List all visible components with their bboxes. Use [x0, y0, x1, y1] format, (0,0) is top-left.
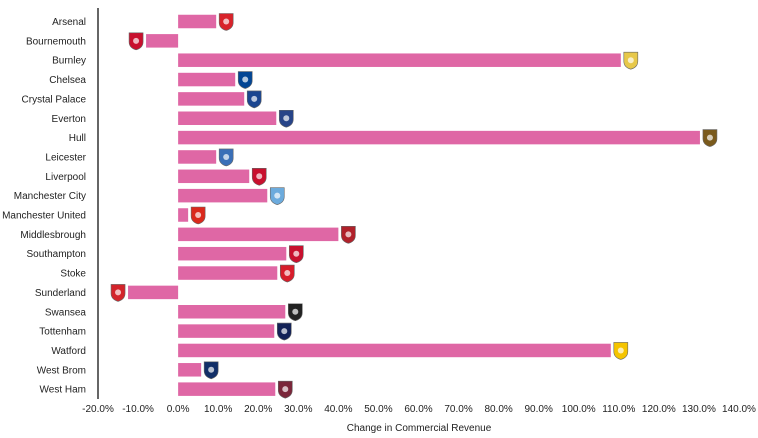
bournemouth-crest-icon	[128, 32, 144, 51]
category-label: Chelsea	[49, 75, 86, 86]
bar	[178, 324, 275, 338]
liverpool-crest-icon	[251, 168, 267, 186]
bar	[178, 72, 236, 87]
bar	[178, 363, 202, 377]
x-tick-label: -10.0%	[122, 404, 154, 415]
category-label: Sunderland	[35, 288, 86, 299]
category-label: Middlesbrough	[20, 230, 86, 241]
bar	[178, 382, 276, 396]
bar	[128, 285, 179, 300]
bar	[178, 208, 189, 222]
category-label: Leicester	[45, 152, 86, 163]
x-tick-label: 80.0%	[484, 404, 512, 415]
category-label: Everton	[52, 114, 86, 125]
x-tick-label: 90.0%	[525, 404, 553, 415]
arsenal-crest-icon	[218, 13, 234, 31]
bar	[178, 305, 286, 319]
x-tick-label: 70.0%	[444, 404, 472, 415]
category-label: West Ham	[40, 385, 87, 396]
category-label: Tottenham	[39, 327, 86, 338]
bar	[178, 227, 339, 242]
category-label: Arsenal	[52, 17, 86, 28]
sunderland-crest-icon	[110, 284, 126, 302]
leicester-crest-icon	[218, 148, 234, 167]
burnley-crest-icon	[623, 51, 639, 70]
bar	[178, 92, 245, 106]
bar	[178, 111, 277, 125]
category-label: Manchester City	[14, 191, 86, 202]
bar	[178, 53, 621, 67]
x-tick-label: 20.0%	[244, 404, 272, 415]
x-tick-label: 60.0%	[404, 404, 432, 415]
swansea-crest-icon	[287, 303, 303, 322]
category-label: Manchester United	[2, 211, 86, 222]
x-tick-label: 50.0%	[364, 404, 392, 415]
bar	[178, 14, 217, 29]
bar	[178, 130, 700, 145]
stoke-crest-icon	[279, 264, 295, 283]
x-tick-label: 110.0%	[602, 404, 635, 415]
x-tick-label: 0.0%	[167, 404, 190, 415]
west-brom-crest-icon	[203, 361, 219, 380]
category-label: Crystal Palace	[22, 94, 87, 105]
x-tick-label: -20.0%	[82, 404, 114, 415]
x-tick-label: 130.0%	[682, 404, 716, 415]
category-label: Hull	[69, 133, 86, 144]
category-label: Watford	[51, 346, 86, 357]
manchester-united-crest-icon	[190, 206, 206, 225]
category-label: Burnley	[52, 56, 86, 67]
x-tick-label: 140.0%	[722, 404, 756, 415]
x-tick-label: 40.0%	[324, 404, 352, 415]
crystal-palace-crest-icon	[246, 90, 262, 109]
category-label: Stoke	[60, 269, 86, 280]
x-tick-label: 30.0%	[284, 404, 312, 415]
everton-crest-icon	[278, 109, 294, 128]
category-label: Liverpool	[45, 172, 86, 183]
x-tick-label: 100.0%	[562, 404, 596, 415]
manchester-city-crest-icon	[269, 187, 285, 205]
category-label: Bournemouth	[26, 36, 86, 47]
tottenham-crest-icon	[276, 322, 292, 341]
bar	[178, 150, 217, 164]
chelsea-crest-icon	[237, 71, 253, 89]
west-ham-crest-icon	[277, 380, 293, 399]
middlesbrough-crest-icon	[341, 226, 356, 244]
x-tick-label: 10.0%	[204, 404, 232, 415]
category-label: West Brom	[37, 365, 86, 376]
bar	[178, 188, 268, 203]
category-label: Southampton	[27, 249, 87, 260]
bar	[178, 343, 611, 358]
watford-crest-icon	[613, 342, 629, 360]
x-axis-label: Change in Commercial Revenue	[347, 423, 492, 433]
hull-crest-icon	[702, 129, 718, 147]
southampton-crest-icon	[288, 245, 304, 264]
bar	[178, 169, 250, 184]
bar	[178, 266, 278, 280]
category-label: Swansea	[45, 307, 87, 318]
bar	[146, 34, 179, 48]
x-tick-label: 120.0%	[642, 404, 676, 415]
bar	[178, 246, 287, 261]
